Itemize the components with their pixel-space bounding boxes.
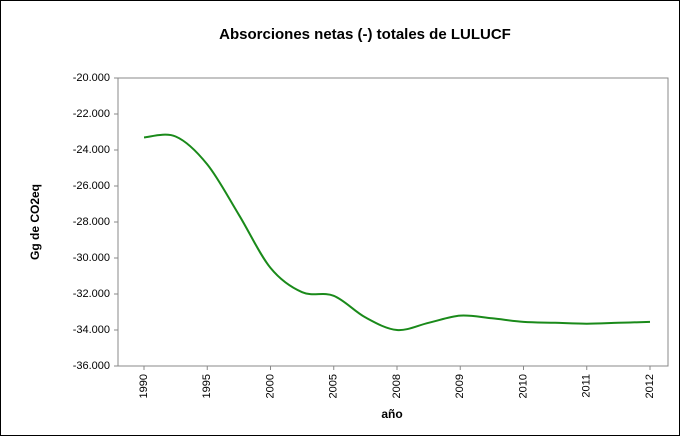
y-tick-label: -36.000 xyxy=(73,360,110,372)
x-tick-label: 2005 xyxy=(328,374,340,398)
y-tick-label: -30.000 xyxy=(73,252,110,264)
plot-area xyxy=(117,77,669,367)
data-line xyxy=(143,133,651,332)
y-tick-label: -28.000 xyxy=(73,216,110,228)
y-tick-label: -20.000 xyxy=(73,72,110,84)
y-tick-label: -24.000 xyxy=(73,144,110,156)
x-tick-label: 2008 xyxy=(391,374,403,398)
x-tick-label: 1990 xyxy=(138,374,150,398)
x-tick-label: 2011 xyxy=(581,374,593,398)
y-tick-label: -34.000 xyxy=(73,324,110,336)
x-tick-label: 2012 xyxy=(644,374,656,398)
x-tick-label: 2000 xyxy=(264,374,276,398)
y-tick-label: -22.000 xyxy=(73,108,110,120)
x-axis-title: año xyxy=(381,407,402,421)
chart-title: Absorciones netas (-) totales de LULUCF xyxy=(219,26,511,43)
y-axis-title: Gg de CO2eq xyxy=(28,184,42,260)
x-tick-label: 2010 xyxy=(517,374,529,398)
x-tick-label: 2009 xyxy=(454,374,466,398)
y-tick-label: -32.000 xyxy=(73,288,110,300)
y-tick-label: -26.000 xyxy=(73,180,110,192)
x-tick-label: 1995 xyxy=(201,374,213,398)
